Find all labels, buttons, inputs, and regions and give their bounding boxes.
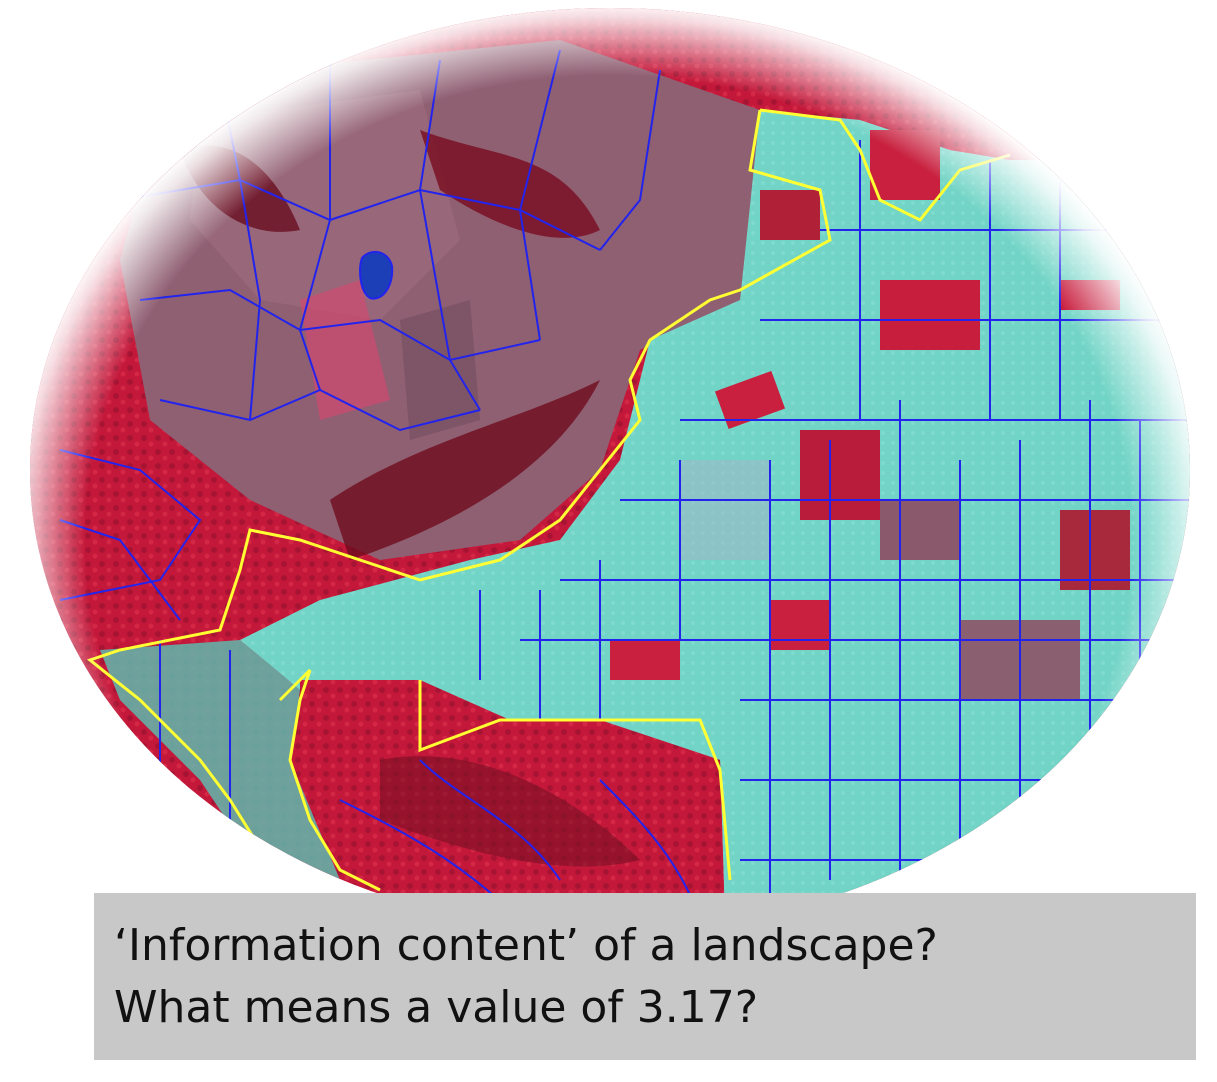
caption-box: ‘Information content’ of a landscape? Wh… <box>94 893 1196 1060</box>
caption-line-1: ‘Information content’ of a landscape? <box>114 920 938 971</box>
caption-line-2: What means a value of 3.17? <box>114 982 759 1033</box>
